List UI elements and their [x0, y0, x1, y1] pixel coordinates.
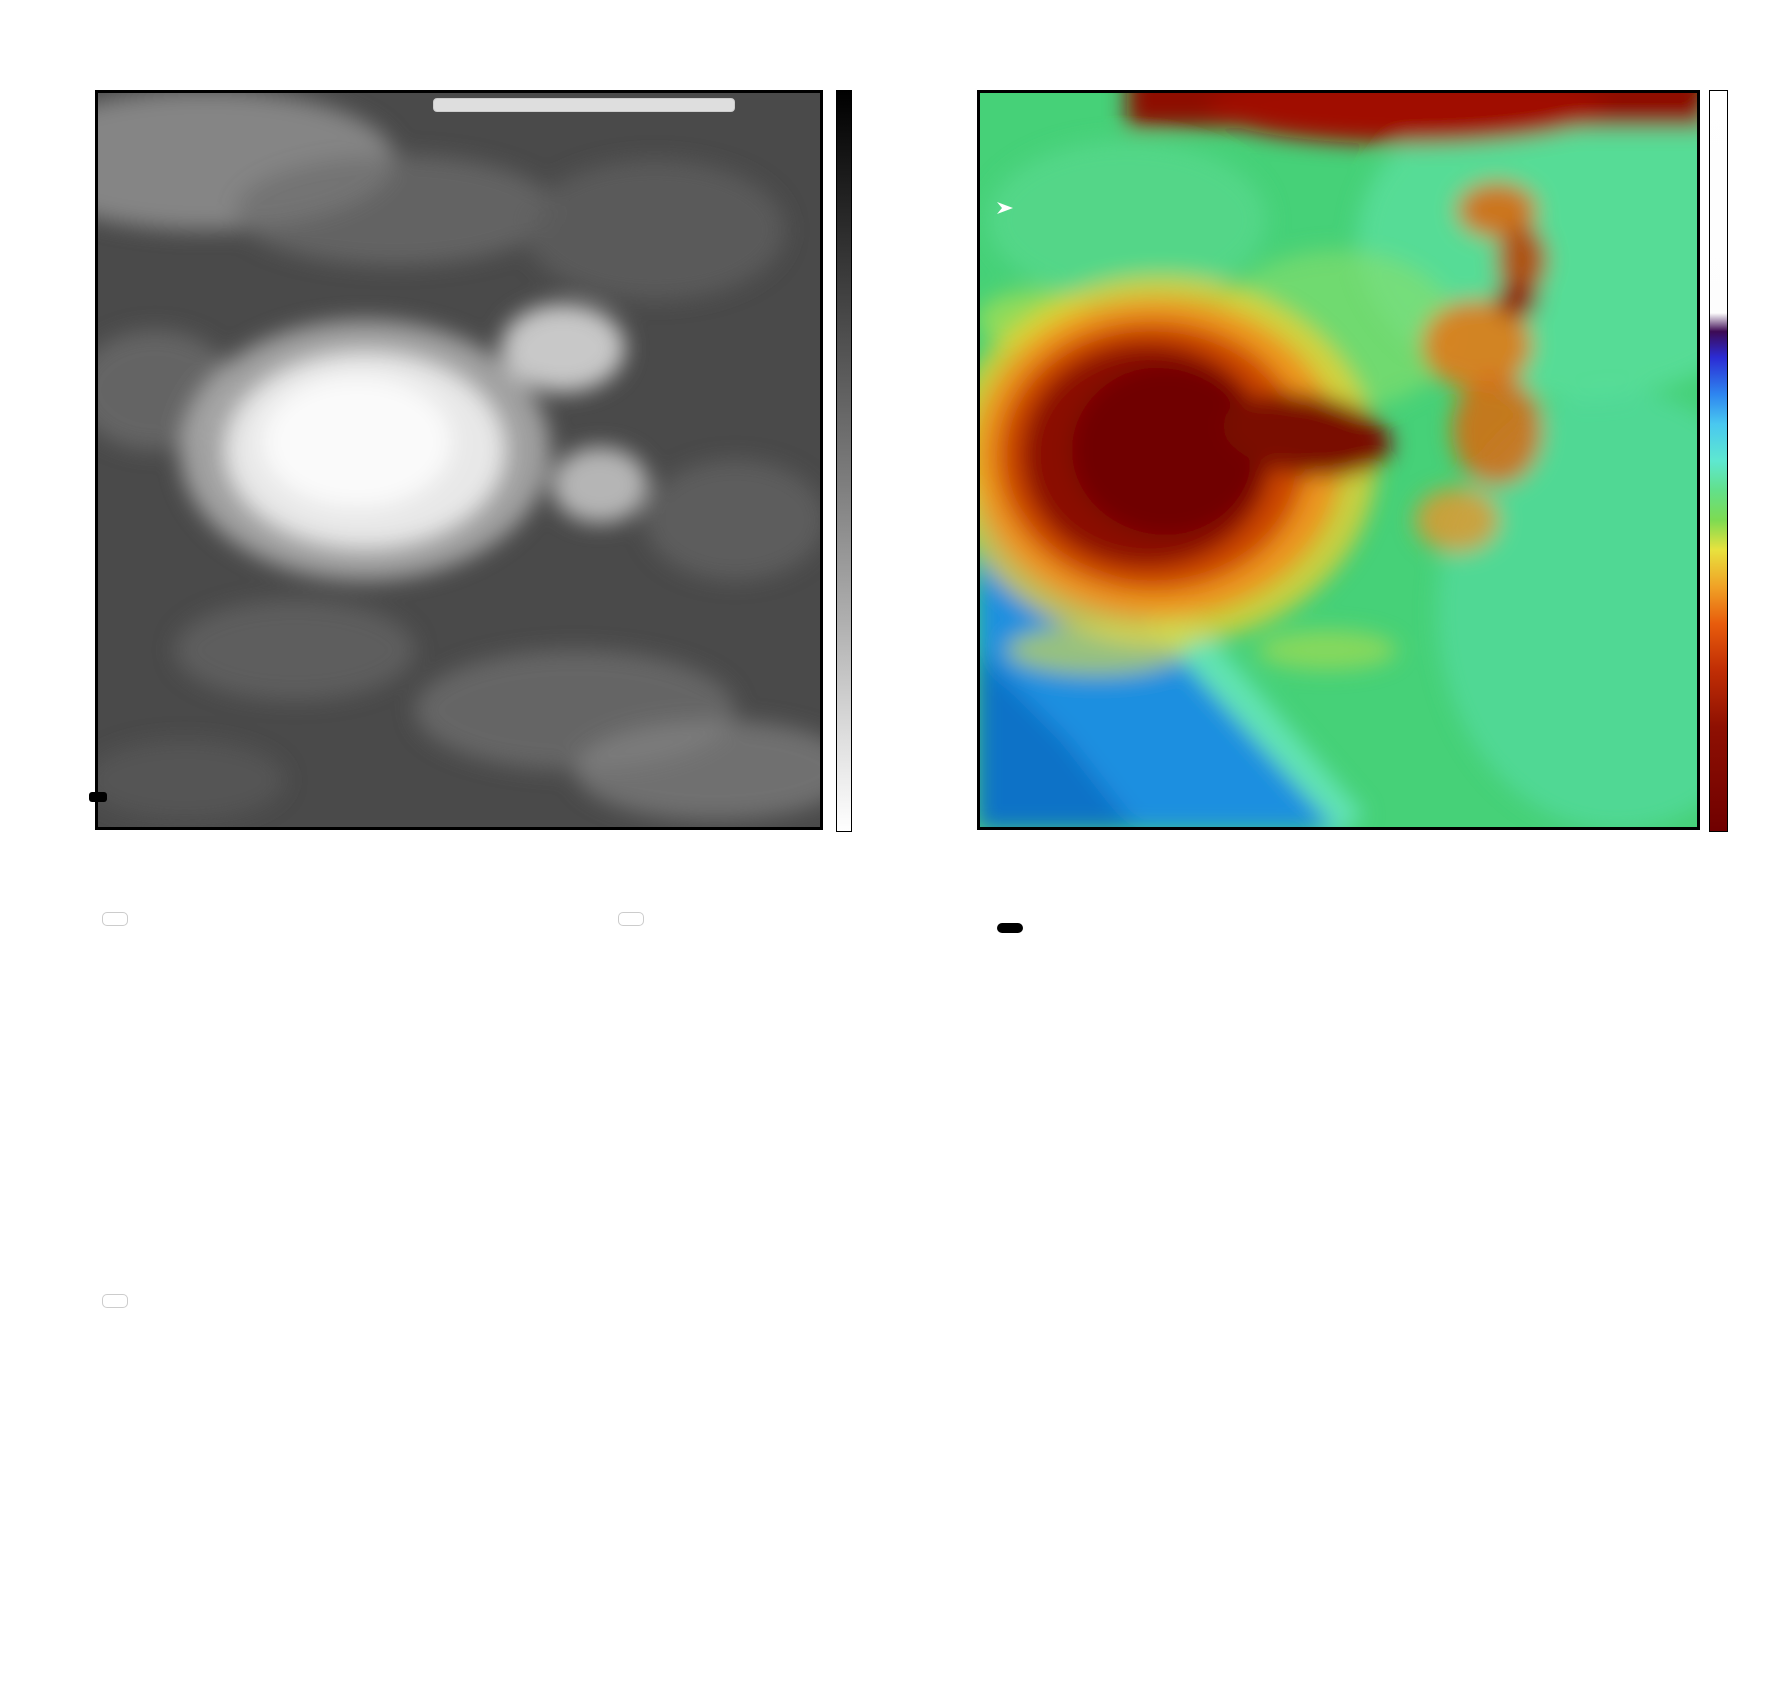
enhanced-colorbar [1709, 90, 1728, 832]
pressure-legend [618, 912, 644, 926]
cloud-texture [95, 90, 823, 820]
ace-legend [102, 1294, 128, 1308]
wmg-count-badge [997, 923, 1023, 933]
wmg-panel [975, 905, 1700, 1645]
band14-satellite-map [95, 90, 823, 830]
wind-legend [102, 912, 128, 926]
enhanced-ir-texture [977, 90, 1700, 830]
aircraft-icon [997, 202, 1013, 214]
awv-enhanced-map [977, 90, 1700, 830]
copyright [89, 792, 107, 802]
grayscale-colorbar [836, 90, 852, 832]
map-legend [433, 98, 735, 112]
